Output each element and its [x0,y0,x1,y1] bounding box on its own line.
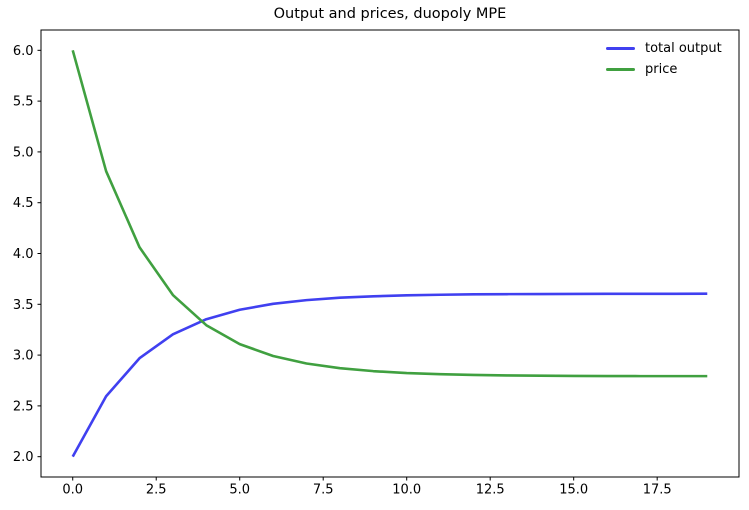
y-tick-label: 3.5 [13,298,34,313]
x-tick-label: 2.5 [146,483,167,498]
y-tick-label: 2.5 [13,399,34,414]
legend-label-price: price [645,62,678,77]
legend-item-price: price [606,59,722,80]
legend-line-swatch-total-output [606,47,635,50]
legend-label-total-output: total output [645,41,722,56]
legend: total output price [606,38,722,80]
y-tick-label: 2.0 [13,450,34,465]
x-tick-label: 5.0 [229,483,250,498]
y-tick-label: 4.5 [13,196,34,211]
y-tick-label: 5.5 [13,95,34,110]
x-tick-label: 7.5 [313,483,334,498]
series-line-price [71,49,708,378]
axes-frame [40,29,740,478]
x-tick-label: 12.5 [476,483,505,498]
x-tick-label: 17.5 [643,483,672,498]
y-tick-label: 4.0 [13,247,34,262]
x-tick-label: 10.0 [392,483,421,498]
series-line-total-output [71,292,708,458]
y-tick-label: 3.0 [13,349,34,364]
legend-item-total-output: total output [606,38,722,59]
legend-line-swatch-price [606,68,635,71]
y-tick-label: 5.0 [13,145,34,160]
x-tick-label: 0.0 [62,483,83,498]
y-tick-label: 6.0 [13,44,34,59]
x-tick-label: 15.0 [559,483,588,498]
chart-title: Output and prices, duopoly MPE [273,6,507,22]
